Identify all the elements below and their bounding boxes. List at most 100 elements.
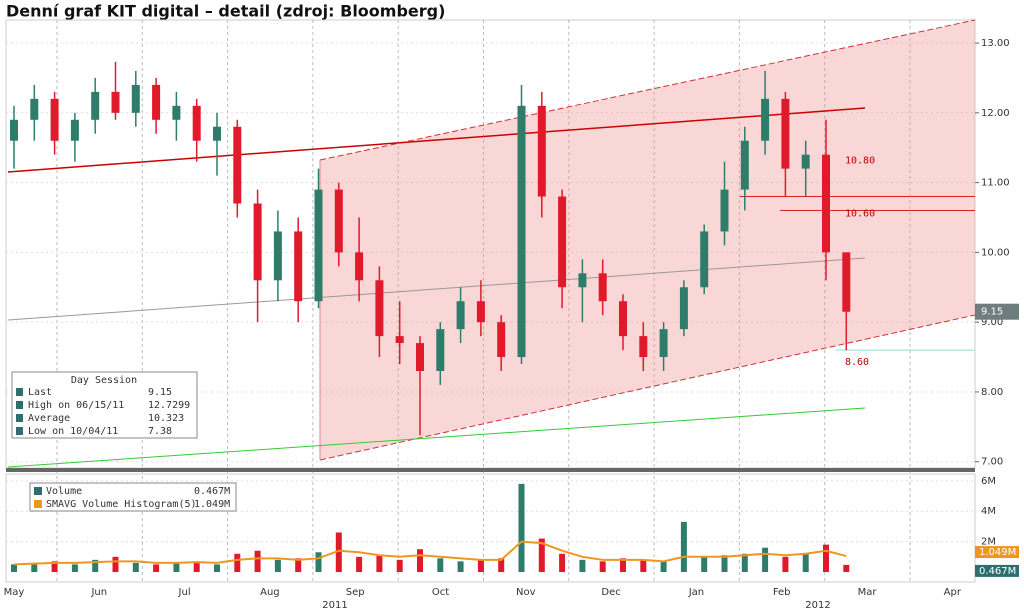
legend-title: Day Session bbox=[71, 375, 137, 386]
volume-bar bbox=[518, 483, 525, 572]
volume-bar bbox=[295, 558, 302, 572]
y-tick-label: 8.00 bbox=[981, 387, 1003, 398]
volume-bar bbox=[11, 564, 17, 572]
volume-bar bbox=[721, 555, 728, 572]
candle-body bbox=[639, 336, 648, 358]
volume-bar bbox=[193, 561, 200, 572]
level-label: 8.60 bbox=[845, 357, 869, 368]
candle-body bbox=[537, 105, 546, 197]
volume-bar bbox=[335, 532, 342, 572]
candle-body bbox=[111, 91, 120, 113]
candle-body bbox=[213, 126, 221, 141]
candle-body bbox=[497, 322, 506, 358]
x-tick-label: Apr bbox=[944, 587, 962, 598]
legend-label: Last bbox=[28, 387, 52, 398]
candle-body bbox=[50, 98, 59, 141]
candle-body bbox=[233, 126, 242, 204]
volume-bar bbox=[762, 547, 769, 572]
channel-upper bbox=[319, 19, 976, 161]
level-label: 10.80 bbox=[845, 156, 875, 167]
candle-body bbox=[70, 119, 79, 141]
candle-body bbox=[761, 98, 770, 141]
last-price-label: 9.15 bbox=[981, 307, 1003, 318]
candle-body bbox=[578, 273, 587, 288]
y-tick-label: 10.00 bbox=[981, 247, 1010, 258]
last-price-tag bbox=[975, 303, 1019, 320]
volume-bar bbox=[823, 544, 829, 572]
y-tick-label: 4M bbox=[981, 506, 996, 517]
volume-bar bbox=[741, 553, 748, 572]
volume-tag bbox=[975, 564, 1019, 577]
trend-line bbox=[7, 107, 866, 173]
x-tick-label: Jul bbox=[178, 587, 191, 598]
legend-label: Volume bbox=[46, 486, 82, 497]
legend-label: High on 06/15/11 bbox=[28, 400, 124, 411]
candle-body bbox=[314, 189, 323, 302]
candle-body bbox=[10, 119, 18, 141]
panel-divider bbox=[6, 468, 975, 472]
volume-bar bbox=[356, 556, 363, 572]
candle-body bbox=[558, 196, 567, 288]
legend-value: 1.049M bbox=[194, 499, 230, 510]
legend-marker bbox=[34, 500, 42, 508]
chart-title: Denní graf KIT digital – detail (zdroj: … bbox=[6, 2, 445, 21]
y-tick-label: 12.00 bbox=[981, 108, 1010, 119]
y-tick-label: 9.00 bbox=[981, 317, 1003, 328]
volume-panel bbox=[5, 473, 976, 583]
y-tick-label: 7.00 bbox=[981, 457, 1003, 468]
long-trend-line bbox=[7, 407, 866, 468]
candle-body bbox=[172, 105, 181, 120]
volume-bar bbox=[396, 559, 403, 572]
x-tick-label: Mar bbox=[858, 587, 878, 598]
volume-bar bbox=[477, 559, 484, 572]
year-label: 2011 bbox=[322, 600, 347, 611]
year-label: 2012 bbox=[805, 600, 830, 611]
candle-body bbox=[822, 154, 830, 253]
legend-label: SMAVG Volume Histogram(5) bbox=[46, 499, 197, 510]
volume-bar bbox=[234, 553, 241, 572]
candle-body bbox=[192, 105, 201, 141]
volume-bar bbox=[71, 564, 78, 572]
volume-bar bbox=[498, 558, 505, 572]
volume-bar bbox=[315, 552, 322, 572]
legend: Day Session Last 9.15 High on 06/15/11 12.72… bbox=[11, 371, 198, 439]
y-tick-label: 6M bbox=[981, 476, 996, 487]
legend-value: 9.15 bbox=[148, 387, 172, 398]
candle-body bbox=[801, 154, 810, 169]
candle-body bbox=[131, 84, 140, 113]
legend-value: 7.38 bbox=[148, 426, 172, 437]
candle-body bbox=[416, 343, 424, 372]
volume-bar bbox=[51, 561, 58, 572]
y-tick-label: 11.00 bbox=[981, 178, 1010, 189]
volume-tag bbox=[975, 546, 1019, 559]
candle-body bbox=[30, 98, 39, 120]
volume-bar bbox=[112, 556, 119, 572]
volume-bar bbox=[153, 564, 160, 572]
candle-body bbox=[598, 273, 607, 302]
volume-bar bbox=[538, 538, 545, 572]
volume-bar bbox=[376, 555, 383, 572]
volume-bar bbox=[214, 564, 220, 572]
candle-body bbox=[679, 287, 688, 330]
volume-bar bbox=[437, 558, 444, 572]
volume-bar bbox=[701, 556, 708, 572]
candle-body bbox=[152, 84, 161, 120]
x-tick-label: Feb bbox=[773, 587, 791, 598]
x-tick-label: May bbox=[4, 587, 25, 598]
legend-label: Average bbox=[28, 413, 70, 424]
candle-body bbox=[456, 301, 465, 330]
x-tick-label: Sep bbox=[346, 587, 365, 598]
volume-bar bbox=[843, 564, 850, 572]
candle-body bbox=[842, 252, 851, 312]
volume-bar bbox=[640, 559, 647, 572]
candle-body bbox=[659, 329, 668, 358]
candle-body bbox=[720, 189, 729, 232]
candle-body bbox=[273, 231, 282, 281]
candle-body bbox=[355, 252, 364, 281]
volume-bar bbox=[132, 562, 139, 572]
legend-marker bbox=[16, 388, 23, 396]
volume-bar bbox=[173, 562, 180, 572]
x-tick-label: Aug bbox=[260, 587, 280, 598]
